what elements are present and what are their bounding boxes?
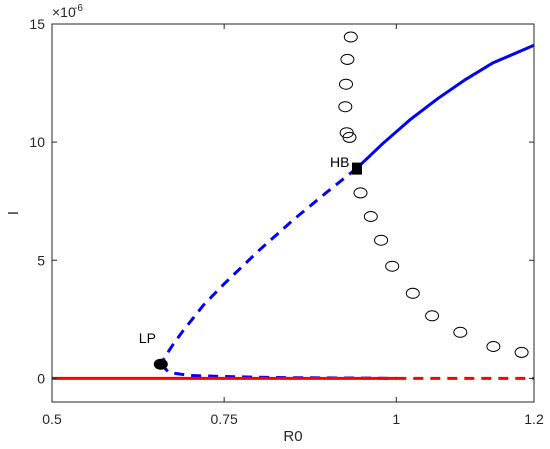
- orbit-marker: [486, 341, 501, 352]
- axes-box: [51, 23, 535, 403]
- x-tick-label: 0.5: [42, 411, 62, 427]
- orbit-marker: [340, 53, 355, 65]
- x-tick-label: 1: [392, 411, 400, 427]
- x-tick-label: 1.2: [524, 411, 544, 427]
- y-tick-label: 10: [29, 134, 45, 150]
- lp-marker: [153, 358, 168, 370]
- series-line-0: [355, 43, 534, 170]
- orbit-marker: [353, 187, 368, 199]
- series-line-1: [159, 166, 358, 365]
- orbit-marker: [425, 310, 440, 322]
- orbit-marker: [453, 326, 468, 338]
- y-exponent-base: ×10: [52, 4, 76, 20]
- orbit-marker: [339, 127, 354, 139]
- series-layer: [52, 43, 534, 380]
- orbit-marker: [405, 287, 420, 299]
- orbit-marker: [339, 78, 353, 90]
- orbit-marker: [374, 234, 389, 246]
- y-exponent-power: -6: [74, 3, 83, 14]
- orbit-marker: [363, 211, 378, 222]
- y-tick-label: 15: [29, 16, 45, 32]
- hb-marker: [352, 162, 362, 175]
- y-tick-label: 5: [37, 252, 45, 268]
- special-points: LP HB: [139, 154, 362, 370]
- orbit-marker: [342, 131, 357, 143]
- orbit-marker: [514, 346, 529, 358]
- x-axis-label: R0: [283, 428, 302, 445]
- periodic-orbit-markers: [338, 31, 529, 358]
- hb-label: HB: [330, 154, 349, 170]
- orbit-marker: [338, 101, 353, 113]
- x-tick-label: 0.75: [211, 411, 238, 427]
- y-tick-label: 0: [37, 370, 45, 386]
- y-axis-label: I: [5, 211, 22, 215]
- orbit-marker: [385, 260, 400, 272]
- orbit-marker: [343, 31, 358, 43]
- lp-label: LP: [139, 330, 156, 346]
- axis-ticks: 0.5 0.75 1 1.2 0 5 10 15: [29, 16, 544, 427]
